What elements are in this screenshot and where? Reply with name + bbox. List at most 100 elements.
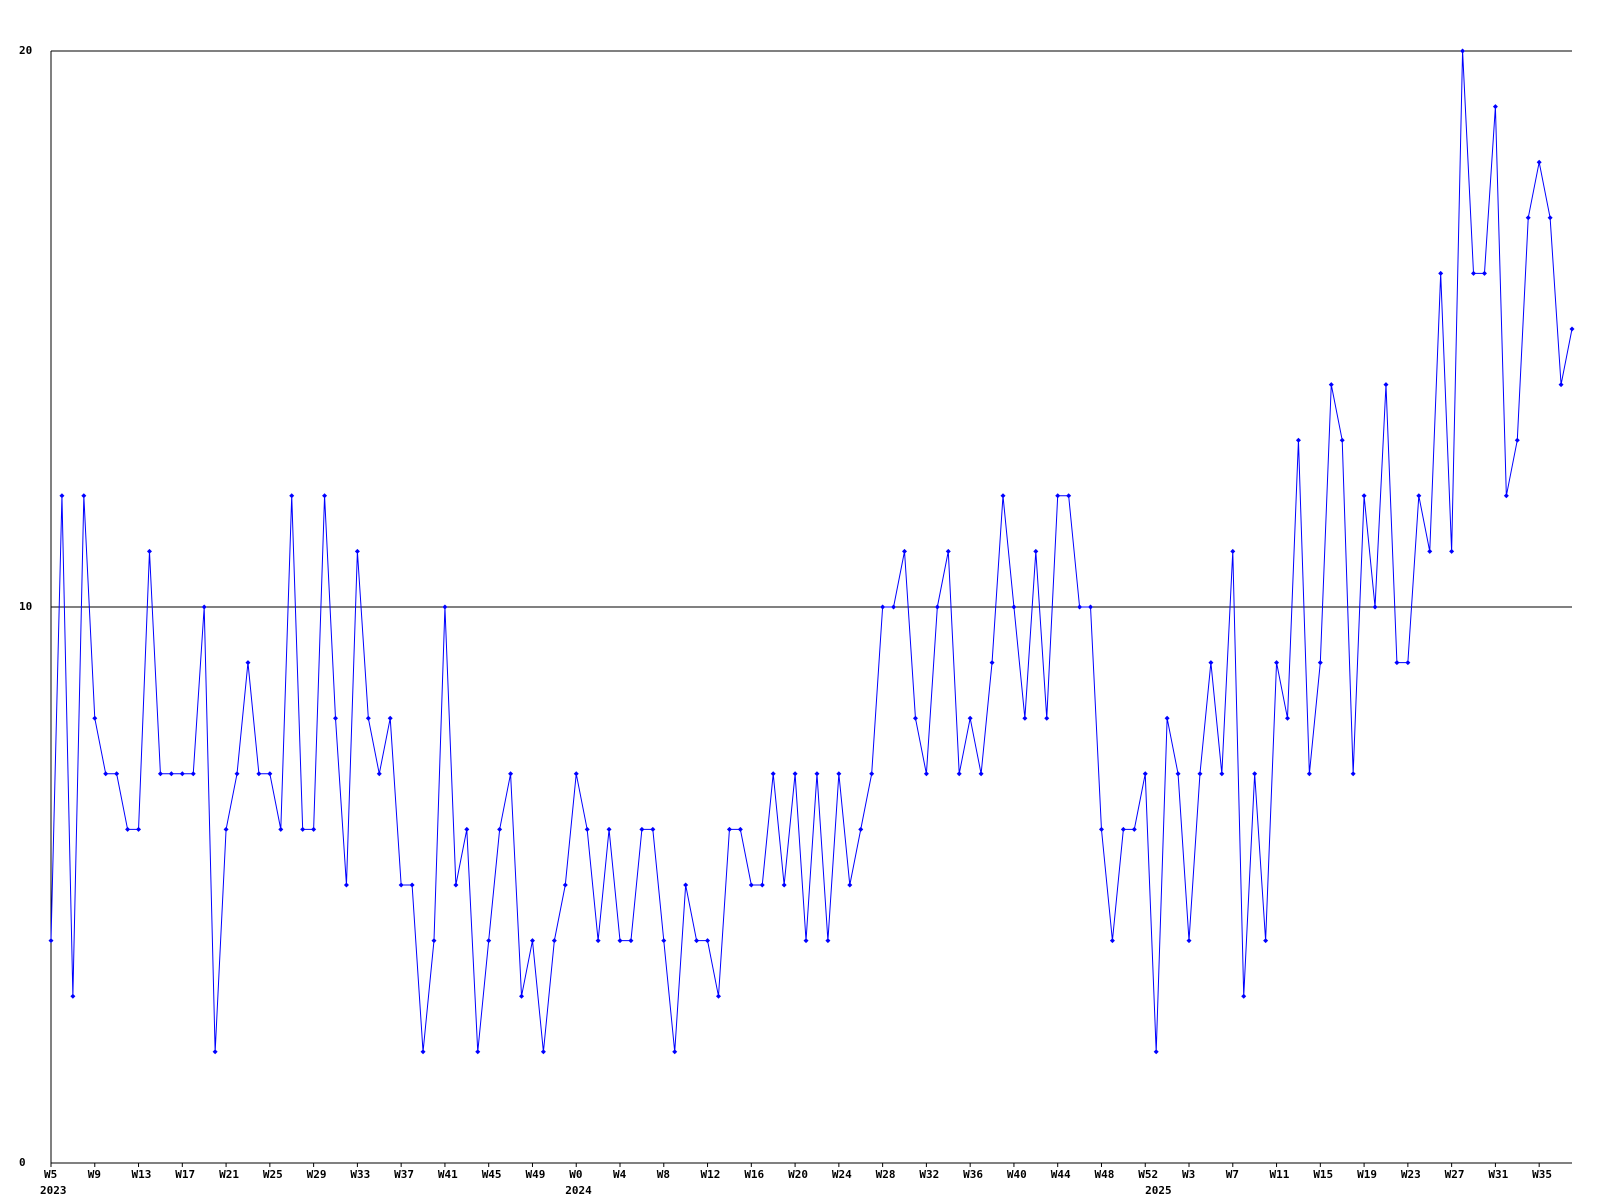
data-point <box>1481 270 1487 276</box>
x-tick-label: W9 <box>88 1168 101 1181</box>
data-point <box>1416 493 1422 499</box>
x-tick-label: W44 <box>1051 1168 1071 1181</box>
data-point <box>1142 771 1148 777</box>
data-point <box>1066 493 1072 499</box>
x-tick-label: W4 <box>613 1168 627 1181</box>
data-point <box>59 493 65 499</box>
data-point <box>759 882 765 888</box>
x-tick-label: W11 <box>1270 1168 1290 1181</box>
data-point <box>114 771 120 777</box>
data-point <box>661 938 667 944</box>
data-point <box>978 771 984 777</box>
data-point <box>1328 382 1334 388</box>
data-point <box>48 938 54 944</box>
data-point <box>1109 938 1115 944</box>
data-point <box>1514 437 1520 443</box>
data-point <box>256 771 262 777</box>
data-point <box>847 882 853 888</box>
data-point <box>1438 270 1444 276</box>
data-point <box>300 826 306 832</box>
data-point <box>179 771 185 777</box>
x-group-label: 2024 <box>565 1184 592 1197</box>
data-point <box>1208 660 1214 666</box>
data-point <box>595 938 601 944</box>
data-point <box>540 1049 546 1055</box>
data-point <box>1120 826 1126 832</box>
data-point <box>1449 548 1455 554</box>
data-point <box>792 771 798 777</box>
data-point <box>967 715 973 721</box>
data-point <box>1427 548 1433 554</box>
x-tick-label: W28 <box>876 1168 896 1181</box>
data-point <box>1284 715 1290 721</box>
data-point <box>748 882 754 888</box>
data-point <box>146 548 152 554</box>
data-point <box>1219 771 1225 777</box>
data-point <box>902 548 908 554</box>
x-tick-label: W7 <box>1226 1168 1239 1181</box>
data-point <box>1306 771 1312 777</box>
x-tick-label: W16 <box>744 1168 764 1181</box>
data-point <box>508 771 514 777</box>
data-point <box>705 938 711 944</box>
data-point <box>409 882 415 888</box>
data-point <box>519 993 525 999</box>
data-point <box>1000 493 1006 499</box>
x-tick-label: W31 <box>1488 1168 1508 1181</box>
data-point <box>1317 660 1323 666</box>
data-point <box>683 882 689 888</box>
data-point <box>529 938 535 944</box>
data-point <box>1077 604 1083 610</box>
data-point <box>923 771 929 777</box>
x-group-label: 2025 <box>1145 1184 1172 1197</box>
data-point <box>880 604 886 610</box>
data-point <box>836 771 842 777</box>
x-tick-label: W37 <box>394 1168 414 1181</box>
x-tick-label: W40 <box>1007 1168 1027 1181</box>
data-point <box>387 715 393 721</box>
data-point <box>92 715 98 721</box>
data-point <box>431 938 437 944</box>
data-point <box>333 715 339 721</box>
data-point <box>1383 382 1389 388</box>
x-tick-label: W5 <box>44 1168 57 1181</box>
data-point <box>365 715 371 721</box>
data-point <box>234 771 240 777</box>
data-point <box>694 938 700 944</box>
data-point <box>223 826 229 832</box>
data-point <box>168 771 174 777</box>
data-point <box>1394 660 1400 666</box>
data-point <box>1361 493 1367 499</box>
data-point <box>1241 993 1247 999</box>
data-point <box>934 604 940 610</box>
data-point <box>869 771 875 777</box>
data-point <box>157 771 163 777</box>
data-point <box>278 826 284 832</box>
data-point <box>1558 382 1564 388</box>
data-point <box>453 882 459 888</box>
data-point <box>245 660 251 666</box>
data-point <box>1164 715 1170 721</box>
x-tick-label: W52 <box>1138 1168 1158 1181</box>
data-point <box>551 938 557 944</box>
data-point <box>989 660 995 666</box>
data-point <box>1503 493 1509 499</box>
y-tick-label: 0 <box>19 1156 26 1169</box>
data-point <box>672 1049 678 1055</box>
data-point <box>606 826 612 832</box>
data-point <box>1098 826 1104 832</box>
data-point <box>1536 159 1542 165</box>
data-point <box>584 826 590 832</box>
data-point <box>814 771 820 777</box>
data-point <box>912 715 918 721</box>
x-tick-label: W13 <box>132 1168 152 1181</box>
data-point <box>420 1049 426 1055</box>
data-point <box>1011 604 1017 610</box>
data-point <box>1263 938 1269 944</box>
data-point <box>1525 215 1531 221</box>
data-point <box>125 826 131 832</box>
data-point <box>376 771 382 777</box>
data-point <box>562 882 568 888</box>
